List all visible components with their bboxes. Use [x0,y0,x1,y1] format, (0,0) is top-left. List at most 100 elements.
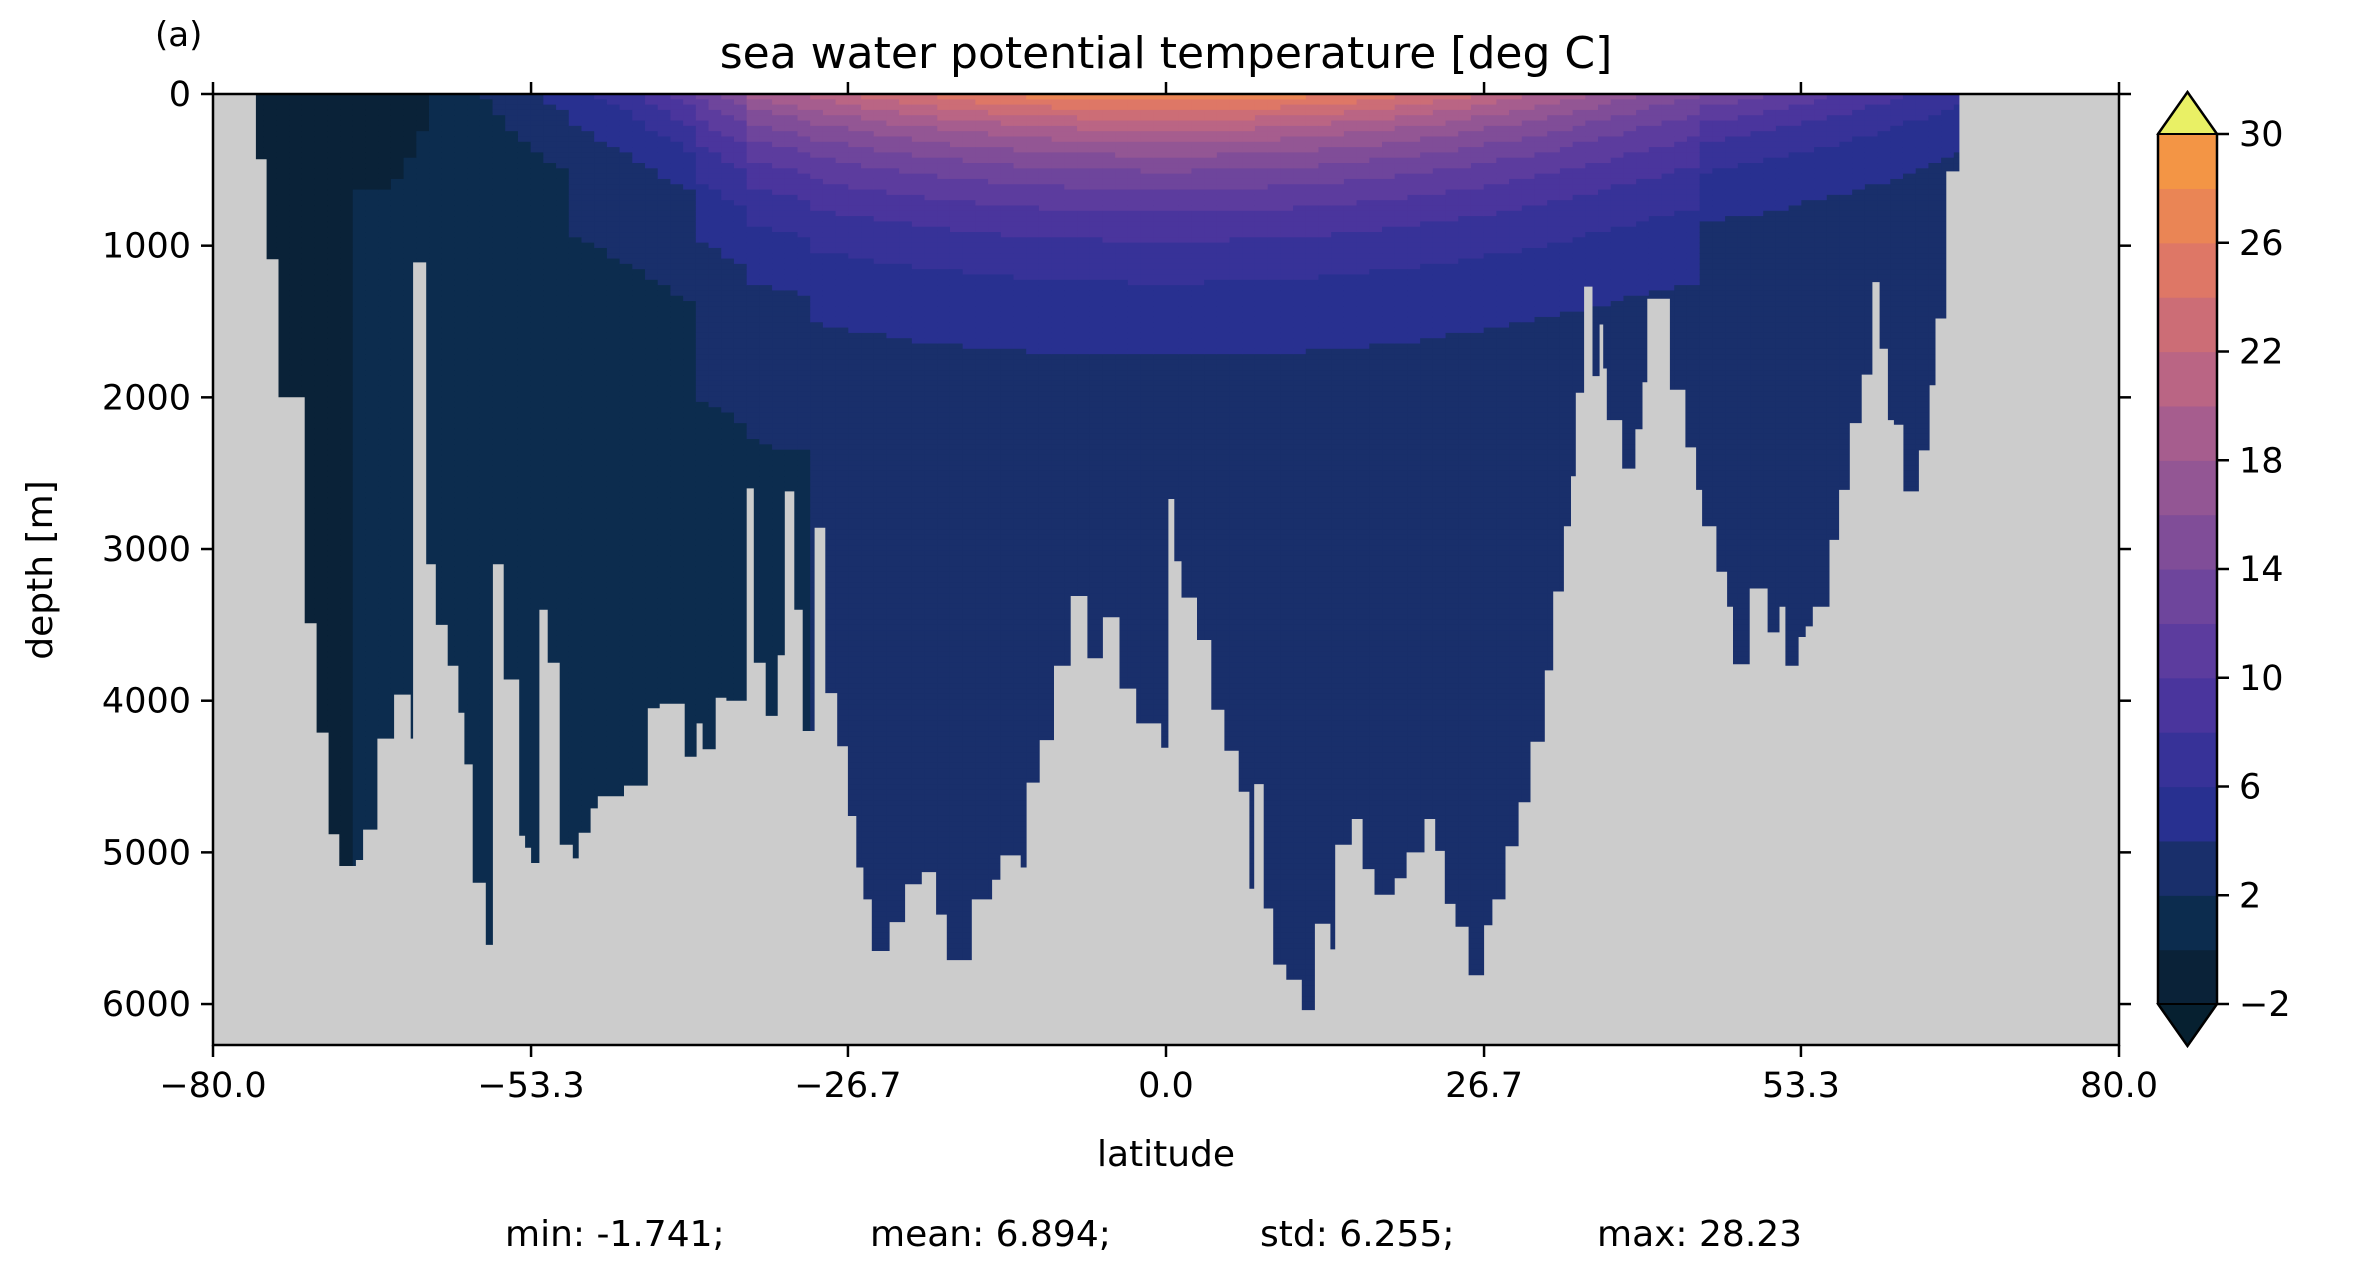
temperature-cell [327,168,341,175]
temperature-cell [479,258,494,265]
temperature-cell [403,593,417,599]
temperature-cell [429,279,443,286]
temperature-cell [492,200,506,207]
temperature-cell [327,417,341,424]
temperature-cell [340,831,354,838]
temperature-cell [505,370,519,376]
temperature-cell [289,370,303,376]
temperature-cell [378,524,392,530]
temperature-cell [429,237,443,244]
temperature-cell [327,99,341,106]
temperature-cell [556,502,570,509]
temperature-cell [289,311,303,318]
temperature-cell [403,332,417,339]
temperature-cell [429,401,443,408]
temperature-cell [378,396,392,403]
temperature-cell [314,221,328,228]
temperature-cell [454,141,468,148]
temperature-cell [479,720,494,727]
temperature-cell [517,232,532,238]
temperature-cell [556,582,570,589]
temperature-cell [505,608,519,615]
temperature-cell [251,147,265,153]
temperature-cell [352,603,367,610]
temperature-cell [263,253,278,260]
temperature-cell [314,258,328,265]
temperature-cell [352,800,367,806]
temperature-cell [352,385,367,392]
temperature-cell [365,518,379,525]
temperature-cell [479,454,494,461]
temperature-cell [327,375,341,382]
temperature-cell [378,619,392,626]
temperature-cell [327,561,341,568]
temperature-cell [314,571,328,578]
temperature-cell [314,210,328,217]
temperature-cell [492,513,506,520]
temperature-cell [301,173,316,180]
temperature-cell [365,401,379,408]
temperature-cell [403,109,417,116]
temperature-cell [352,524,367,530]
temperature-cell [467,699,481,706]
temperature-cell [492,94,506,100]
temperature-cell [378,545,392,552]
temperature-cell [429,539,443,546]
temperature-cell [340,194,354,201]
temperature-cell [365,513,379,520]
temperature-cell [505,253,519,260]
temperature-cell [454,200,468,207]
temperature-cell [441,364,456,371]
temperature-cell [390,279,405,286]
temperature-cell [492,454,506,461]
temperature-cell [530,518,544,525]
temperature-cell [556,768,570,775]
temperature-cell [441,396,456,403]
temperature-cell [479,125,494,132]
temperature-cell [327,677,341,684]
temperature-cell [327,147,341,153]
temperature-cell [352,539,367,546]
temperature-cell [403,385,417,392]
temperature-cell [390,163,405,169]
temperature-cell [390,99,405,106]
temperature-cell [467,417,481,424]
temperature-cell [340,672,354,679]
temperature-cell [517,178,532,185]
temperature-cell [365,99,379,106]
temperature-cell [301,407,316,414]
temperature-cell [530,815,544,822]
temperature-cell [301,104,316,111]
temperature-cell [340,561,354,568]
temperature-cell [289,380,303,387]
temperature-cell [556,295,570,302]
temperature-cell [340,237,354,244]
temperature-cell [403,444,417,451]
temperature-cell [301,290,316,297]
temperature-cell [467,301,481,307]
temperature-cell [467,481,481,488]
temperature-cell [467,624,481,631]
temperature-cell [340,646,354,653]
temperature-cell [340,396,354,403]
temperature-cell [301,359,316,366]
temperature-cell [467,439,481,445]
temperature-cell [378,693,392,700]
temperature-cell [505,662,519,668]
temperature-cell [505,555,519,562]
temperature-cell [390,290,405,297]
temperature-cell [352,109,367,116]
temperature-cell [517,635,532,642]
temperature-cell [467,815,481,822]
temperature-cell [429,327,443,334]
temperature-cell [556,704,570,711]
temperature-cell [467,391,481,398]
temperature-cell [365,173,379,180]
temperature-cell [479,874,494,881]
temperature-cell [276,354,290,361]
temperature-cell [543,120,557,127]
temperature-cell [454,232,468,238]
temperature-cell [327,449,341,456]
temperature-cell [314,269,328,276]
temperature-cell [454,577,468,583]
